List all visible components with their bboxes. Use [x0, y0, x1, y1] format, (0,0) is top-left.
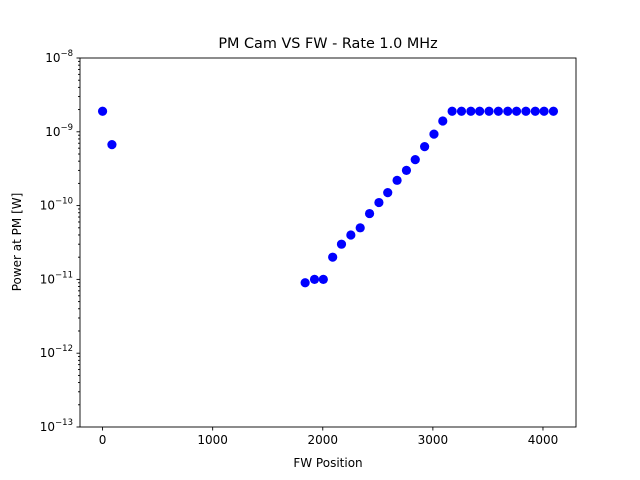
data-point: [328, 252, 338, 262]
x-tick-label: 0: [99, 433, 107, 447]
data-point: [548, 106, 559, 116]
data-point: [346, 230, 356, 240]
data-point: [530, 106, 540, 116]
data-point: [521, 106, 531, 116]
y-tick-label-exponent: −13: [55, 418, 73, 428]
y-axis-label: Power at PM [W]: [10, 193, 24, 292]
data-point: [466, 106, 476, 116]
y-tick-label-base: 10: [40, 272, 55, 286]
y-tick-label-base: 10: [40, 420, 55, 434]
y-tick-label: 10−12: [40, 344, 73, 360]
y-tick-label-base: 10: [45, 51, 60, 65]
data-point: [107, 140, 117, 150]
y-tick-label-base: 10: [40, 346, 55, 360]
data-points: [97, 106, 559, 288]
data-point: [539, 106, 549, 116]
y-tick-label-exponent: −8: [60, 49, 73, 59]
data-point: [438, 116, 448, 126]
y-tick-label: 10−8: [45, 49, 73, 65]
y-tick-label-exponent: −9: [60, 123, 73, 133]
y-tick-label-exponent: −12: [55, 344, 73, 354]
plot-frame: [79, 57, 577, 428]
data-point: [374, 197, 384, 208]
data-point: [484, 106, 494, 116]
data-point: [383, 188, 393, 198]
data-point: [493, 106, 503, 116]
data-point: [364, 208, 375, 219]
y-tick-label: 10−10: [40, 197, 73, 213]
data-point: [410, 155, 420, 165]
data-point: [336, 239, 347, 249]
x-axis-label: FW Position: [293, 456, 362, 470]
x-tick-label: 2000: [307, 433, 338, 447]
x-tick-label: 1000: [197, 433, 228, 447]
data-point: [511, 106, 522, 116]
data-point: [447, 106, 457, 116]
plot-area: 0 1000 2000 3000 4000 10−1310−1210−1110−1010…: [40, 49, 577, 447]
data-point: [401, 165, 412, 175]
y-tick-label-exponent: −11: [55, 270, 73, 280]
data-point: [318, 274, 328, 284]
data-point: [300, 278, 310, 288]
y-tick-label: 10−9: [45, 123, 73, 139]
data-point: [503, 106, 513, 116]
data-point: [429, 129, 439, 139]
data-point: [355, 223, 365, 233]
y-tick-label: 10−11: [40, 270, 73, 286]
x-tick-label: 3000: [418, 433, 449, 447]
data-point: [309, 274, 320, 284]
y-tick-label-base: 10: [45, 125, 60, 139]
x-axis: 0 1000 2000 3000 4000: [99, 427, 558, 447]
data-point: [456, 106, 467, 116]
y-tick-label-exponent: −10: [55, 197, 73, 207]
y-tick-label: 10−13: [40, 418, 73, 434]
chart-title: PM Cam VS FW - Rate 1.0 MHz: [218, 36, 437, 52]
y-tick-label-base: 10: [40, 199, 55, 213]
data-point: [475, 106, 485, 116]
x-tick-label: 4000: [528, 433, 559, 447]
data-point: [392, 175, 402, 185]
data-point: [97, 106, 108, 116]
data-point: [420, 142, 430, 152]
